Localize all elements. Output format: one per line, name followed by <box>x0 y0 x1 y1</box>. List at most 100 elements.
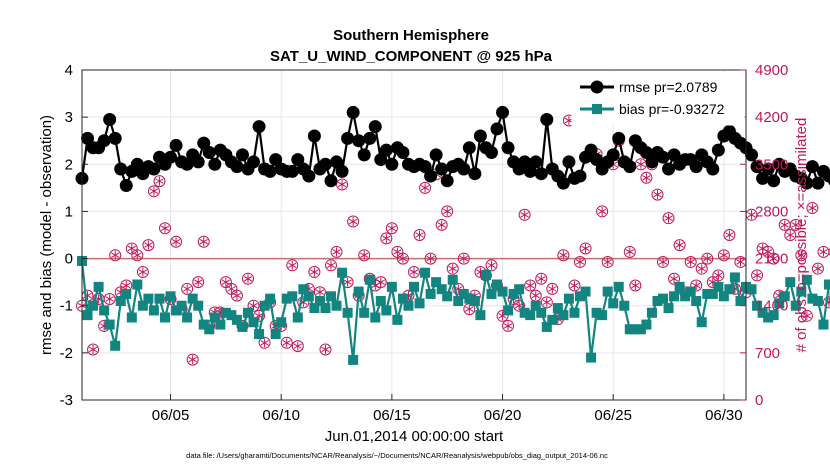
obs-possible-point <box>546 282 559 295</box>
rmse-point <box>418 160 432 174</box>
rmse-point <box>147 162 161 176</box>
obs-possible-point <box>579 242 592 255</box>
obs-assimilated-point <box>232 291 242 301</box>
rmse-point <box>302 169 316 183</box>
bias-point <box>160 312 170 323</box>
bias-point <box>663 303 674 314</box>
obs-possible-point <box>485 259 498 272</box>
obs-assimilated-point <box>227 284 236 294</box>
bias-point <box>464 293 475 304</box>
rmse-point <box>379 143 393 157</box>
obs-assimilated-point <box>465 304 474 314</box>
rmse-point <box>318 157 332 171</box>
rmse-point <box>606 148 620 162</box>
obs-assimilated-point <box>387 223 397 233</box>
bias-point <box>259 300 270 311</box>
rmse-point <box>534 167 548 181</box>
bias-point <box>558 310 569 321</box>
obs-possible-point <box>601 255 614 268</box>
bias-point <box>563 293 574 304</box>
bias-point <box>93 281 104 292</box>
bias-point <box>680 291 691 302</box>
obs-assimilated-point <box>802 311 812 321</box>
rmse-point <box>235 148 249 162</box>
bias-point <box>309 303 320 314</box>
obs-possible-point <box>723 229 736 241</box>
obs-possible-point <box>712 269 725 282</box>
obs-assimilated-point <box>382 233 391 243</box>
bias-point <box>486 288 497 299</box>
rmse-point <box>97 134 111 148</box>
rmse-point <box>462 141 476 155</box>
bias-point <box>519 307 530 318</box>
rmse-point <box>689 160 703 174</box>
bias-point <box>503 305 514 316</box>
rmse-point <box>440 174 454 188</box>
obs-possible-point <box>623 245 636 258</box>
rmse-point <box>711 143 725 157</box>
obs-possible-point <box>230 289 243 302</box>
obs-possible-point <box>441 205 454 218</box>
obs-assimilated-point <box>326 260 336 270</box>
obs-possible-point <box>192 276 205 289</box>
bias-point <box>226 310 237 321</box>
obs-possible-point <box>524 279 537 292</box>
obs-possible-point <box>662 212 675 225</box>
y-tick-label: 1 <box>65 203 73 220</box>
chart-title: Southern Hemisphere <box>333 27 489 44</box>
obs-possible-point <box>424 252 437 265</box>
legend-rmse-label: rmse pr=2.0789 <box>619 79 718 95</box>
rmse-point <box>346 105 360 119</box>
obs-assimilated-point <box>155 176 164 186</box>
obs-assimilated-point <box>127 243 136 253</box>
obs-possible-point <box>518 208 531 221</box>
obs-possible-point <box>695 262 708 275</box>
obs-possible-point <box>253 309 266 322</box>
bias-point <box>237 321 248 332</box>
obs-assimilated-point <box>149 186 159 196</box>
obs-possible-point <box>701 252 714 265</box>
rmse-point <box>501 141 515 155</box>
bias-point <box>392 314 403 325</box>
plot-frame <box>81 69 747 401</box>
bias-point <box>685 286 696 297</box>
rmse-point <box>230 160 244 174</box>
rmse-point <box>435 162 449 176</box>
obs-possible-point <box>330 245 343 258</box>
bias-point <box>353 286 364 297</box>
data-file-footnote: data file: /Users/gharamti/Documents/NCA… <box>186 451 608 460</box>
obs-possible-point <box>385 222 398 235</box>
bias-point <box>735 296 746 306</box>
bias-point <box>442 291 453 302</box>
obs-possible-point <box>396 252 409 265</box>
bias-point <box>602 286 613 297</box>
y2-tick-label: 2100 <box>755 251 788 268</box>
rmse-point <box>385 157 399 171</box>
obs-possible-point <box>308 266 321 279</box>
bias-point <box>121 288 132 299</box>
rmse-point <box>191 155 205 169</box>
bias-point <box>231 314 242 325</box>
x-tick-label: 06/20 <box>484 407 522 424</box>
bias-point <box>204 324 215 335</box>
bias-point <box>641 319 652 330</box>
bias-point <box>696 317 707 328</box>
obs-possible-point <box>280 336 293 349</box>
rmse-point <box>247 155 261 169</box>
rmse-point <box>368 120 382 134</box>
obs-assimilated-point <box>321 344 330 354</box>
bias-point <box>597 310 608 321</box>
obs-assimilated-point <box>448 264 457 274</box>
bias-point <box>624 324 635 335</box>
obs-assimilated-point <box>437 220 446 230</box>
rmse-point <box>252 120 266 134</box>
obs-assimilated-point <box>111 250 120 260</box>
obs-possible-point <box>651 188 664 201</box>
obs-assimilated-point <box>243 274 253 284</box>
bias-point <box>469 296 480 306</box>
obs-assimilated-point <box>703 254 712 264</box>
bias-point <box>779 291 790 302</box>
bias-point <box>818 319 829 330</box>
x-tick-label: 06/30 <box>705 407 743 424</box>
obs-assimilated-point <box>348 217 358 227</box>
